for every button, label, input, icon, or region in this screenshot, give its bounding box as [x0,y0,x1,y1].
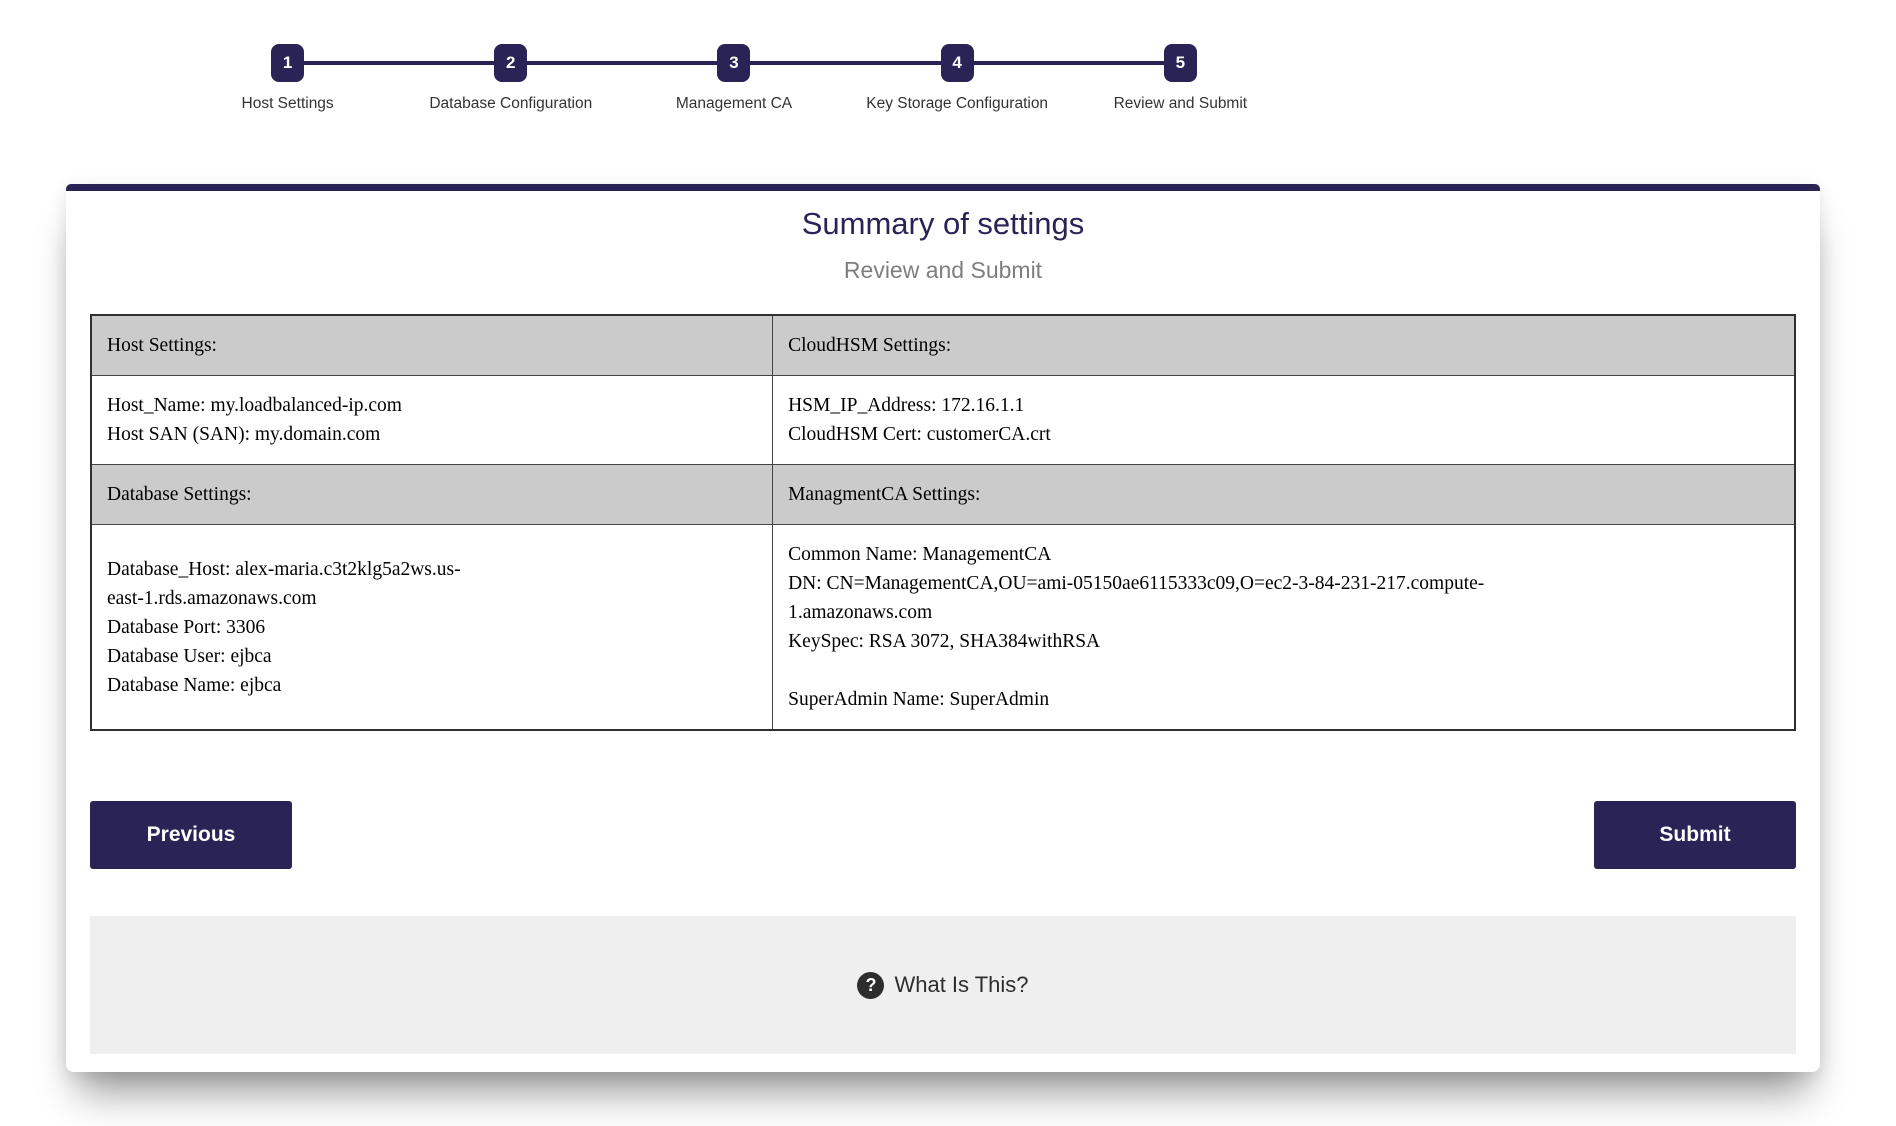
previous-button[interactable]: Previous [90,801,292,869]
host-settings-value-cell: Host_Name: my.loadbalanced-ip.com Host S… [90,375,774,465]
step-number-badge-3: 3 [717,44,751,82]
table-row: Database_Host: alex-maria.c3t2klg5a2ws.u… [90,524,1796,731]
wizard-stepper: 1 Host Settings 2 Database Configuration… [176,44,1292,113]
what-is-this-label: What Is This? [894,972,1029,997]
step-item-database-configuration: 2 Database Configuration [399,44,622,113]
step-item-host-settings: 1 Host Settings [176,44,399,113]
step-item-management-ca: 3 Management CA [622,44,845,113]
step-label-key-storage-configuration: Key Storage Configuration [866,95,1049,112]
question-mark-icon: ? [857,971,885,999]
managementca-settings-value-cell: Common Name: ManagementCA DN: CN=Managem… [772,524,1796,731]
step-number-badge-4: 4 [940,44,974,82]
summary-card: Summary of settings Review and Submit Ho… [66,184,1820,1072]
table-row: Host_Name: my.loadbalanced-ip.com Host S… [90,375,1796,465]
summary-table: Host Settings: CloudHSM Settings: Host_N… [90,314,1796,731]
step-item-key-storage-configuration: 4 Key Storage Configuration [846,44,1069,113]
step-label-database-configuration: Database Configuration [429,95,593,112]
step-item-review-and-submit: 5 Review and Submit [1069,44,1292,113]
cloudhsm-settings-value-cell: HSM_IP_Address: 172.16.1.1 CloudHSM Cert… [772,375,1796,465]
managementca-settings-header-cell: ManagmentCA Settings: [772,464,1796,525]
step-number-badge-2: 2 [494,44,528,82]
database-settings-header-cell: Database Settings: [90,464,774,525]
database-settings-value-cell: Database_Host: alex-maria.c3t2klg5a2ws.u… [90,524,774,731]
table-row: Host Settings: CloudHSM Settings: [90,314,1796,376]
page-title: Summary of settings [801,206,1085,241]
page-subtitle: Review and Submit [843,257,1043,283]
cloudhsm-settings-header-cell: CloudHSM Settings: [772,314,1796,376]
table-row: Database Settings: ManagmentCA Settings: [90,464,1796,525]
wizard-nav-buttons: Previous Submit [90,801,1796,869]
step-label-review-and-submit: Review and Submit [1113,95,1248,112]
step-number-badge-1: 1 [271,44,305,82]
host-settings-header-cell: Host Settings: [90,314,774,376]
submit-button[interactable]: Submit [1594,801,1796,869]
step-label-management-ca: Management CA [675,95,793,112]
what-is-this-toggle[interactable]: ? What Is This? [90,916,1796,1054]
step-number-badge-5: 5 [1163,44,1197,82]
step-label-host-settings: Host Settings [241,95,334,112]
